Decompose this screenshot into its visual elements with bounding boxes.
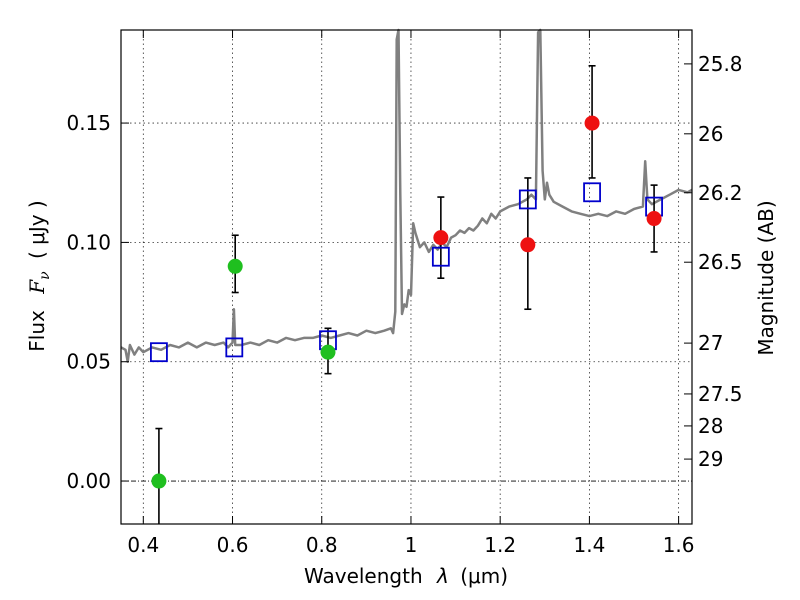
x-tick-label: 1.2 xyxy=(484,533,516,557)
optical-detection-point xyxy=(227,258,243,274)
right-tick-label: 25.8 xyxy=(698,52,743,76)
model-photometry-square xyxy=(431,246,450,267)
nir-detection-point xyxy=(646,211,662,227)
right-tick-label: 29 xyxy=(698,447,723,471)
y-tick-label: 0.10 xyxy=(66,230,111,254)
x-tick-label: 1.4 xyxy=(573,533,605,557)
y-tick-label: 0.05 xyxy=(66,350,111,374)
model-photometry-square xyxy=(583,182,601,203)
right-tick-label: 28 xyxy=(698,414,723,438)
x-tick-label: 1.6 xyxy=(663,533,695,557)
x-axis-label: Wavelength λ (μm) xyxy=(304,564,508,588)
right-axis-ticks: 25.8 26 26.2 26.5 27 27.5 28 29 xyxy=(684,52,743,471)
model-photometry-layer xyxy=(150,182,663,363)
model-photometry-square xyxy=(225,337,244,358)
errorbar-layer xyxy=(155,64,658,524)
right-axis-label: Magnitude (AB) xyxy=(754,200,778,355)
x-tick-label: 1 xyxy=(405,533,418,557)
right-tick-label: 27 xyxy=(698,331,723,355)
grid-lines xyxy=(121,30,692,524)
model-spectrum-line xyxy=(120,28,693,363)
model-photometry-square xyxy=(518,189,537,210)
nir-detection-point xyxy=(433,230,449,246)
optical-detection-point xyxy=(151,473,167,489)
model-photometry-square xyxy=(150,342,168,363)
x-tick-label: 0.4 xyxy=(127,533,159,557)
right-tick-label: 27.5 xyxy=(698,382,743,406)
x-axis-ticks: 0.4 0.6 0.8 1 1.2 1.4 1.6 xyxy=(127,30,695,557)
y-axis-ticks: 0.00 0.05 0.10 0.15 xyxy=(66,111,129,493)
y-axis-label: Flux Fν ( μJy ) xyxy=(25,200,54,351)
right-tick-label: 26 xyxy=(698,122,723,146)
nir-detection-point xyxy=(520,237,536,253)
y-tick-label: 0.15 xyxy=(66,111,111,135)
model-spectrum-layer xyxy=(120,28,693,363)
detection-points-layer xyxy=(151,115,662,489)
nir-detection-point xyxy=(584,115,600,131)
right-tick-label: 26.5 xyxy=(698,250,743,274)
plot-frame xyxy=(120,29,693,525)
x-tick-label: 0.8 xyxy=(306,533,338,557)
optical-detection-point xyxy=(320,344,336,360)
y-tick-label: 0.00 xyxy=(66,469,111,493)
right-tick-label: 26.2 xyxy=(698,181,743,205)
x-tick-label: 0.6 xyxy=(217,533,249,557)
